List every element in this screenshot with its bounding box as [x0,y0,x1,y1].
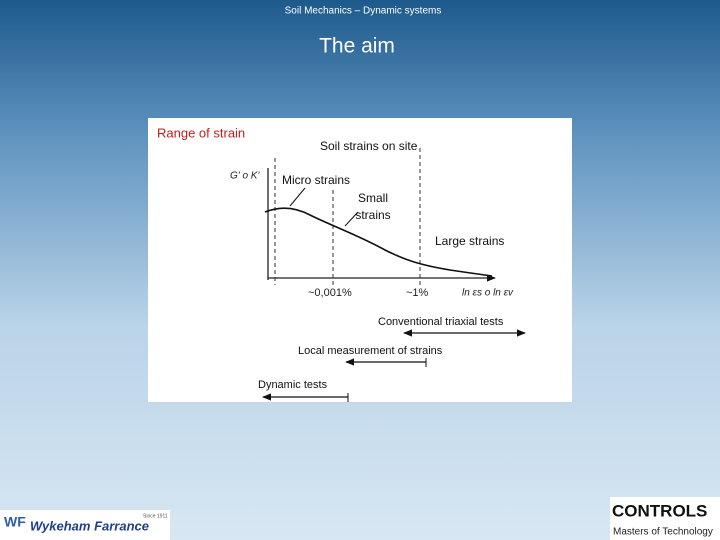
x-axis-label: ln εs o ln εv [462,288,514,299]
slide-title: The aim [319,35,395,58]
figure-panel [148,118,572,402]
test-label: Local measurement of strains [298,345,443,357]
logo-mark: WF [4,514,26,530]
slide-subtitle: Soil Mechanics – Dynamic systems [285,6,442,17]
y-axis-label: G' o K' [230,171,260,182]
logo-tagline: Masters of Technology [613,527,713,538]
x-mark-label: ~1% [406,287,429,299]
logo-since: Since 1911 [143,513,168,519]
left-logo-box [0,510,170,540]
site-label: Soil strains on site [320,139,418,153]
x-mark-label: ~0,001% [308,287,352,299]
leader-line [289,187,306,207]
right-logo-box [610,497,720,540]
figure-heading: Range of strain [157,125,245,140]
zone-label: strains [355,208,390,222]
test-label: Dynamic tests [258,379,328,391]
zone-label: Large strains [435,234,504,248]
leader-line [344,211,359,227]
test-label: Conventional triaxial tests [378,316,504,328]
logo-name: CONTROLS [612,501,707,520]
zone-label: Micro strains [282,173,350,187]
stiffness-curve [264,207,493,277]
zone-label: Small [358,191,388,205]
logo-name: Wykeham Farrance [30,518,149,533]
